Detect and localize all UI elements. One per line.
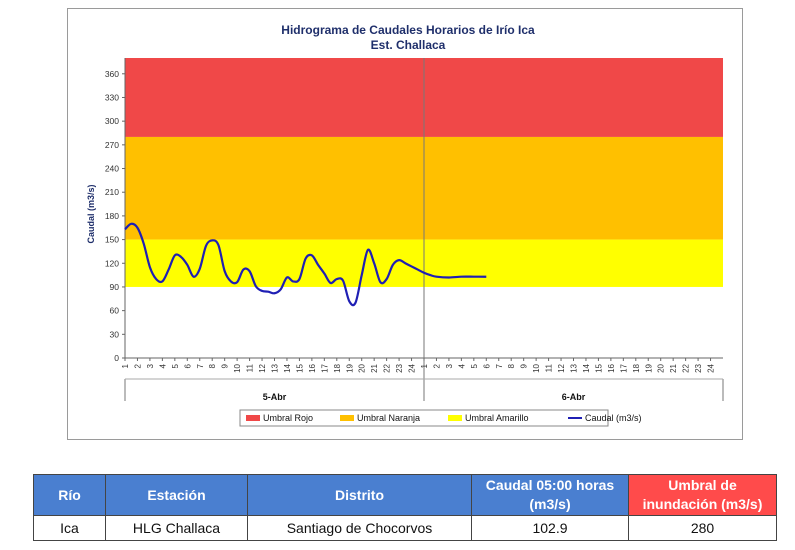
x-tick-label: 16 [607,363,616,372]
y-tick-label: 60 [110,306,120,316]
x-tick-label: 20 [358,363,367,372]
x-tick-label: 6 [482,363,491,368]
legend-box [239,409,609,427]
table-row: Ica HLG Challaca Santiago de Chocorvos 1… [33,515,777,541]
x-tick-label: 20 [657,363,666,372]
x-tick-label: 4 [158,363,167,368]
table-header-row: Río Estación Distrito Caudal 05:00 horas… [33,474,777,516]
legend-item: Umbral Naranja [357,413,420,423]
x-tick-label: 4 [457,363,466,368]
x-tick-label: 5 [171,363,180,368]
header-estacion: Estación [105,474,248,516]
x-tick-label: 24 [707,363,716,372]
x-tick-label: 2 [432,363,441,368]
legend-item: Umbral Amarillo [465,413,529,423]
x-tick-label: 22 [383,363,392,372]
header-distrito: Distrito [247,474,472,516]
series-line-caudal [124,222,487,307]
x-tick-label: 3 [445,363,454,368]
x-tick-label: 6 [183,363,192,368]
y-tick-label: 360 [105,69,119,79]
day-label: 5-Abr [263,392,287,402]
info-table: Río Estación Distrito Caudal 05:00 horas… [33,474,777,541]
legend-swatch [340,415,354,421]
x-tick-label: 13 [570,363,579,372]
y-tick-label: 240 [105,164,119,174]
header-rio: Río [33,474,106,516]
legend-swatch [448,415,462,421]
y-tick-label: 90 [110,282,120,292]
x-tick-label: 8 [208,363,217,368]
x-tick-label: 19 [644,363,653,372]
x-tick-label: 1 [121,363,130,368]
x-tick-label: 16 [308,363,317,372]
legend-item: Caudal (m3/s) [585,413,642,423]
header-caudal: Caudal 05:00 horas (m3/s) [471,474,629,516]
x-tick-label: 14 [582,363,591,372]
x-tick-label: 17 [619,363,628,372]
chart-title: Hidrograma de Caudales Horarios de Irío … [281,23,535,37]
x-tick-label: 23 [694,363,703,372]
x-tick-label: 18 [333,363,342,372]
y-tick-label: 120 [105,258,119,268]
x-tick-label: 7 [196,363,205,368]
x-tick-label: 11 [246,363,255,372]
x-tick-label: 21 [669,363,678,372]
x-tick-label: 7 [495,363,504,368]
cell-estacion: HLG Challaca [105,515,248,541]
x-tick-label: 12 [258,363,267,372]
header-umbral: Umbral de inundación (m3/s) [628,474,777,516]
y-tick-label: 300 [105,116,119,126]
x-tick-label: 18 [632,363,641,372]
x-tick-label: 23 [395,363,404,372]
x-tick-label: 9 [221,363,230,368]
y-tick-label: 270 [105,140,119,150]
x-tick-label: 14 [283,363,292,372]
y-tick-label: 0 [114,353,119,363]
x-tick-label: 12 [557,363,566,372]
x-tick-label: 19 [345,363,354,372]
x-tick-label: 11 [545,363,554,372]
day-label: 6-Abr [562,392,586,402]
x-tick-label: 15 [295,363,304,372]
y-tick-label: 180 [105,211,119,221]
x-tick-label: 10 [532,363,541,372]
y-axis-label: Caudal (m3/s) [86,184,96,243]
x-tick-label: 15 [594,363,603,372]
hydrograph-chart: Hidrograma de Caudales Horarios de Irío … [86,23,724,427]
cell-caudal: 102.9 [471,515,629,541]
legend-item: Umbral Rojo [263,413,313,423]
x-tick-label: 5 [470,363,479,368]
x-tick-label: 3 [146,363,155,368]
x-tick-label: 21 [370,363,379,372]
cell-rio: Ica [33,515,106,541]
x-tick-label: 22 [682,363,691,372]
y-tick-label: 330 [105,92,119,102]
y-tick-label: 150 [105,235,119,245]
x-tick-label: 8 [507,363,516,368]
x-tick-label: 17 [320,363,329,372]
x-tick-label: 10 [233,363,242,372]
x-tick-label: 13 [271,363,280,372]
y-tick-label: 210 [105,187,119,197]
x-tick-label: 1 [420,363,429,368]
legend-swatch [246,415,260,421]
x-tick-label: 9 [520,363,529,368]
cell-umbral: 280 [628,515,777,541]
chart-subtitle: Est. Challaca [371,38,446,52]
y-tick-label: 30 [110,329,120,339]
cell-distrito: Santiago de Chocorvos [247,515,472,541]
x-tick-label: 2 [133,363,142,368]
chart-frame: Hidrograma de Caudales Horarios de Irío … [67,8,743,440]
x-tick-label: 24 [408,363,417,372]
